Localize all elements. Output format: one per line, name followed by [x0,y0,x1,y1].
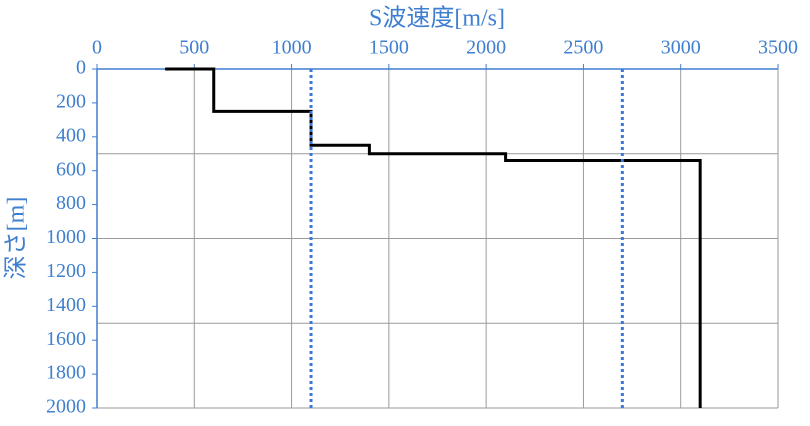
y-tick-label: 1000 [46,226,86,248]
y-tick-label: 1400 [46,294,86,316]
x-tick-label: 1000 [272,37,312,59]
y-tick-label: 1200 [46,260,86,282]
y-axis-label: 深さ[m] [3,197,30,280]
x-tick-label: 500 [179,37,209,59]
x-axis-label: S波速度[m/s] [369,5,505,32]
x-tick-label: 1500 [369,37,409,59]
y-tick-label: 400 [56,124,86,146]
y-tick-label: 1600 [46,328,86,350]
y-tick-label: 200 [56,90,86,112]
x-tick-label: 0 [92,37,102,59]
y-tick-label: 0 [76,57,86,79]
series-line [165,67,702,408]
x-tick-label: 3000 [661,37,701,59]
x-tick-label: 2500 [563,37,603,59]
x-tick-label: 3500 [758,37,798,59]
y-tick-label: 600 [56,158,86,180]
x-tick-label: 2000 [466,37,506,59]
y-tick-label: 1800 [46,362,86,384]
y-tick-label: 800 [56,192,86,214]
y-tick-label: 2000 [46,396,86,418]
